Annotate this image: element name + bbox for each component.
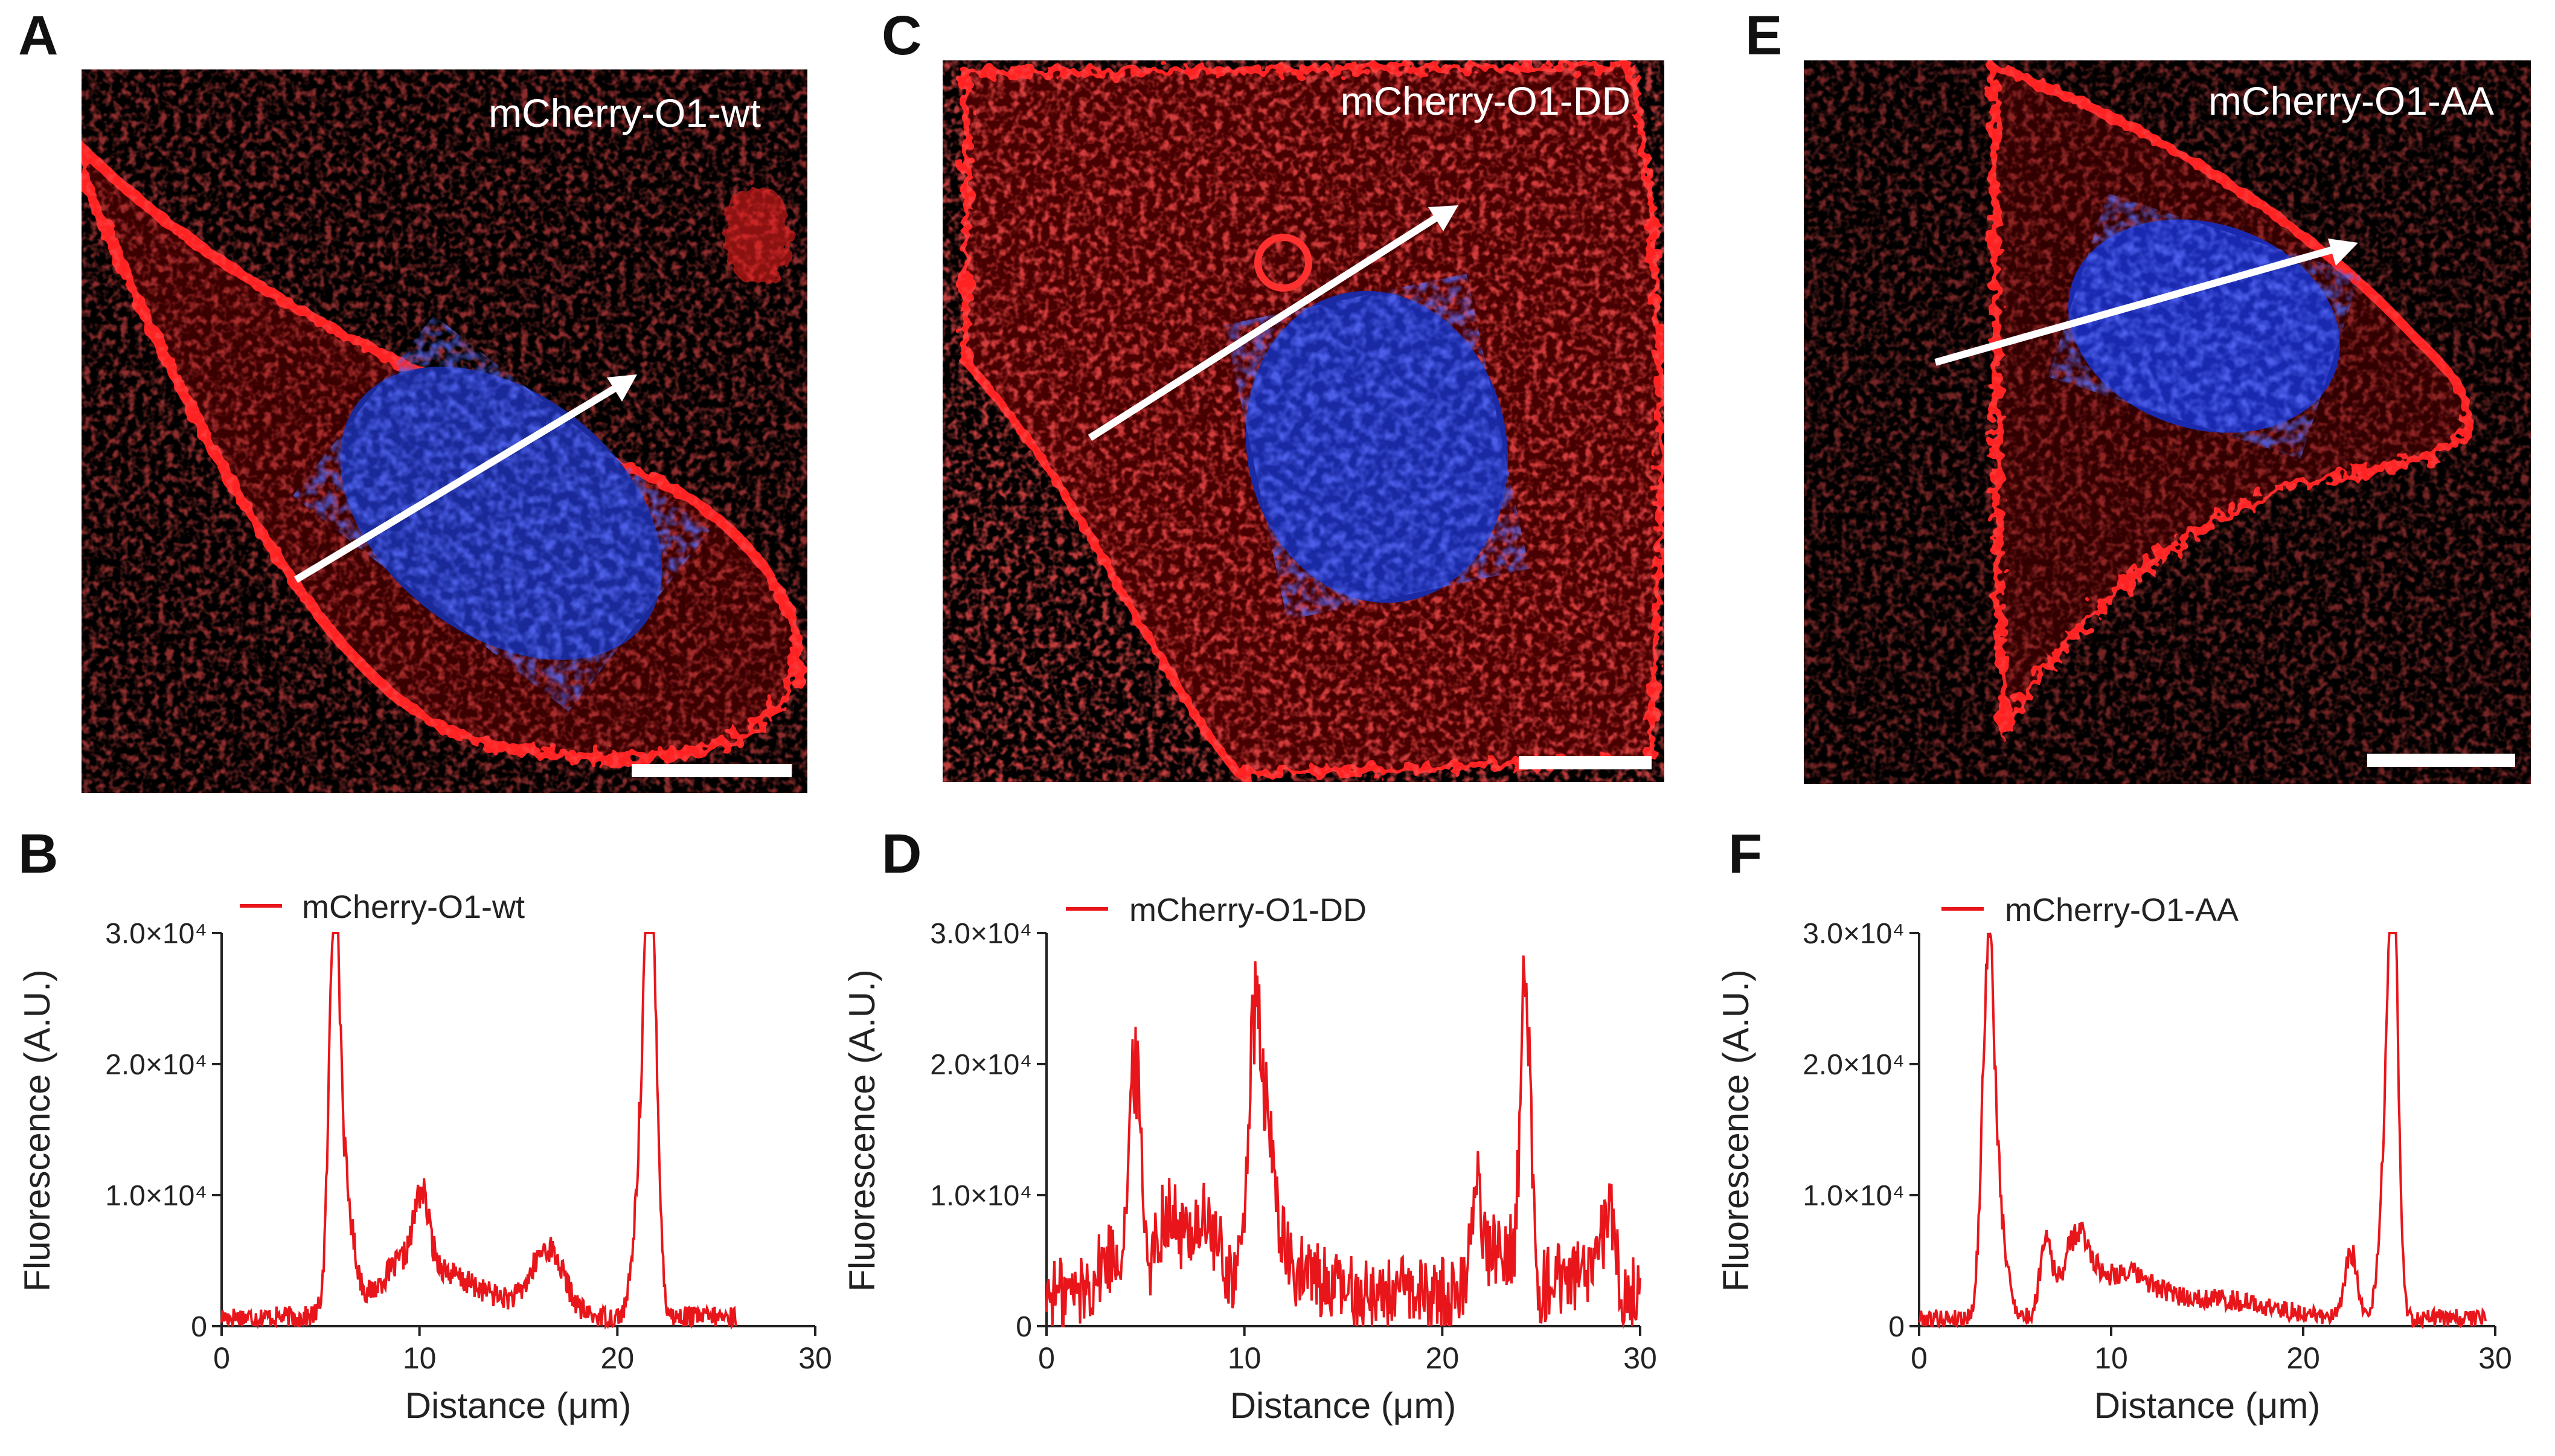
panel-letter-e: E <box>1745 5 1782 66</box>
chart-d-ylabel: Fluorescence (A.U.) <box>842 969 882 1292</box>
chart-b-xtick-label: 0 <box>213 1341 230 1375</box>
chart-b-ytick-label: 2.0×10⁴ <box>105 1049 207 1081</box>
chart-d: 0 10 20 30 0 1.0×10⁴ 2.0×10⁴ 3.0×10⁴ mCherry-O… <box>842 892 1657 1426</box>
line-scan-arrow-a <box>293 377 630 583</box>
chart-f-yticks: 0 1.0×10⁴ 2.0×10⁴ 3.0×10⁴ <box>1803 918 1919 1343</box>
chart-f-ytick-label: 3.0×10⁴ <box>1803 918 1905 950</box>
chart-b-xtick-label: 20 <box>601 1341 635 1375</box>
chart-f-xticks: 0 10 20 30 <box>1911 1326 2512 1375</box>
chart-d-ytick-label: 0 <box>1016 1311 1032 1343</box>
panel-letter-a: A <box>18 5 58 66</box>
chart-f-legend-label: mCherry-O1-AA <box>2005 892 2239 928</box>
micrograph-e-label: mCherry-O1-AA <box>2208 79 2494 123</box>
panel-letter-b: B <box>18 823 58 885</box>
micrograph-a: mCherry-O1-wt <box>82 69 807 793</box>
chart-b-series-line <box>220 932 737 1330</box>
scale-bar-c <box>1519 756 1652 769</box>
chart-b-xticks: 0 10 20 30 <box>213 1326 832 1375</box>
chart-d-ytick-label: 3.0×10⁴ <box>930 918 1032 950</box>
chart-b-legend-label: mCherry-O1-wt <box>302 889 525 925</box>
chart-d-xlabel: Distance (μm) <box>1230 1385 1457 1426</box>
chart-b-xtick-label: 10 <box>403 1341 437 1375</box>
panel-letter-f: F <box>1728 823 1762 885</box>
chart-d-xtick-label: 20 <box>1426 1341 1460 1375</box>
chart-f-ytick-label: 2.0×10⁴ <box>1803 1049 1905 1081</box>
arrowhead-e <box>2328 239 2358 266</box>
chart-b: 0 10 20 30 0 1.0×10⁴ 2.0×10⁴ 3.0×10⁴ mCherry-O… <box>17 889 832 1426</box>
chart-d-yticks: 0 1.0×10⁴ 2.0×10⁴ 3.0×10⁴ <box>930 918 1047 1343</box>
chart-d-xtick-label: 30 <box>1623 1341 1657 1375</box>
nucleus-a-texture <box>346 372 656 655</box>
line-scan-arrow-e <box>1934 244 2341 366</box>
chart-d-xticks: 0 10 20 30 <box>1038 1326 1657 1375</box>
nucleus-e-texture <box>2074 225 2334 427</box>
panel-letter-c: C <box>882 5 922 66</box>
chart-f-xlabel: Distance (μm) <box>2094 1385 2321 1426</box>
chart-f-xtick-label: 0 <box>1911 1341 1928 1375</box>
chart-d-series-line <box>1045 955 1641 1329</box>
micrograph-c-label: mCherry-O1-DD <box>1341 79 1630 123</box>
chart-f-xtick-label: 20 <box>2286 1341 2320 1375</box>
chart-d-ytick-label: 2.0×10⁴ <box>930 1049 1032 1081</box>
chart-d-legend-label: mCherry-O1-DD <box>1129 892 1367 928</box>
chart-b-ytick-label: 1.0×10⁴ <box>105 1180 207 1212</box>
chart-d-ytick-label: 1.0×10⁴ <box>930 1180 1032 1212</box>
chart-d-xtick-label: 10 <box>1228 1341 1261 1375</box>
chart-f-ytick-label: 1.0×10⁴ <box>1803 1180 1905 1212</box>
micrograph-e: mCherry-O1-AA <box>1804 60 2531 784</box>
chart-b-ytick-label: 3.0×10⁴ <box>105 918 207 950</box>
chart-b-ylabel: Fluorescence (A.U.) <box>17 969 57 1292</box>
panel-letter-d: D <box>882 823 922 885</box>
micrograph-a-label: mCherry-O1-wt <box>489 91 761 135</box>
scale-bar-e <box>2367 754 2515 767</box>
nucleus-c-texture <box>1251 297 1502 597</box>
chart-b-xlabel: Distance (μm) <box>405 1385 632 1426</box>
chart-f-ytick-label: 0 <box>1888 1311 1905 1343</box>
chart-f-xtick-label: 30 <box>2478 1341 2512 1375</box>
chart-b-xtick-label: 30 <box>798 1341 832 1375</box>
chart-f: 0 10 20 30 0 1.0×10⁴ 2.0×10⁴ 3.0×10⁴ mCherry-O… <box>1716 892 2512 1426</box>
line-scan-arrow-c <box>1088 208 1449 441</box>
chart-f-ylabel: Fluorescence (A.U.) <box>1716 969 1756 1292</box>
arrowhead-a <box>607 374 637 402</box>
chart-f-xtick-label: 10 <box>2094 1341 2128 1375</box>
cell-e-speckle <box>1804 60 2531 784</box>
chart-d-xtick-label: 0 <box>1038 1341 1055 1375</box>
chart-f-series-line <box>1918 932 2487 1330</box>
arrowhead-c <box>1428 205 1458 231</box>
debris-a <box>725 184 791 287</box>
micrograph-c: mCherry-O1-DD <box>943 60 1664 782</box>
vesicle-c <box>1254 234 1312 292</box>
chart-b-yticks: 0 1.0×10⁴ 2.0×10⁴ 3.0×10⁴ <box>105 918 222 1343</box>
scale-bar-a <box>632 764 792 777</box>
chart-b-ytick-label: 0 <box>191 1311 207 1343</box>
